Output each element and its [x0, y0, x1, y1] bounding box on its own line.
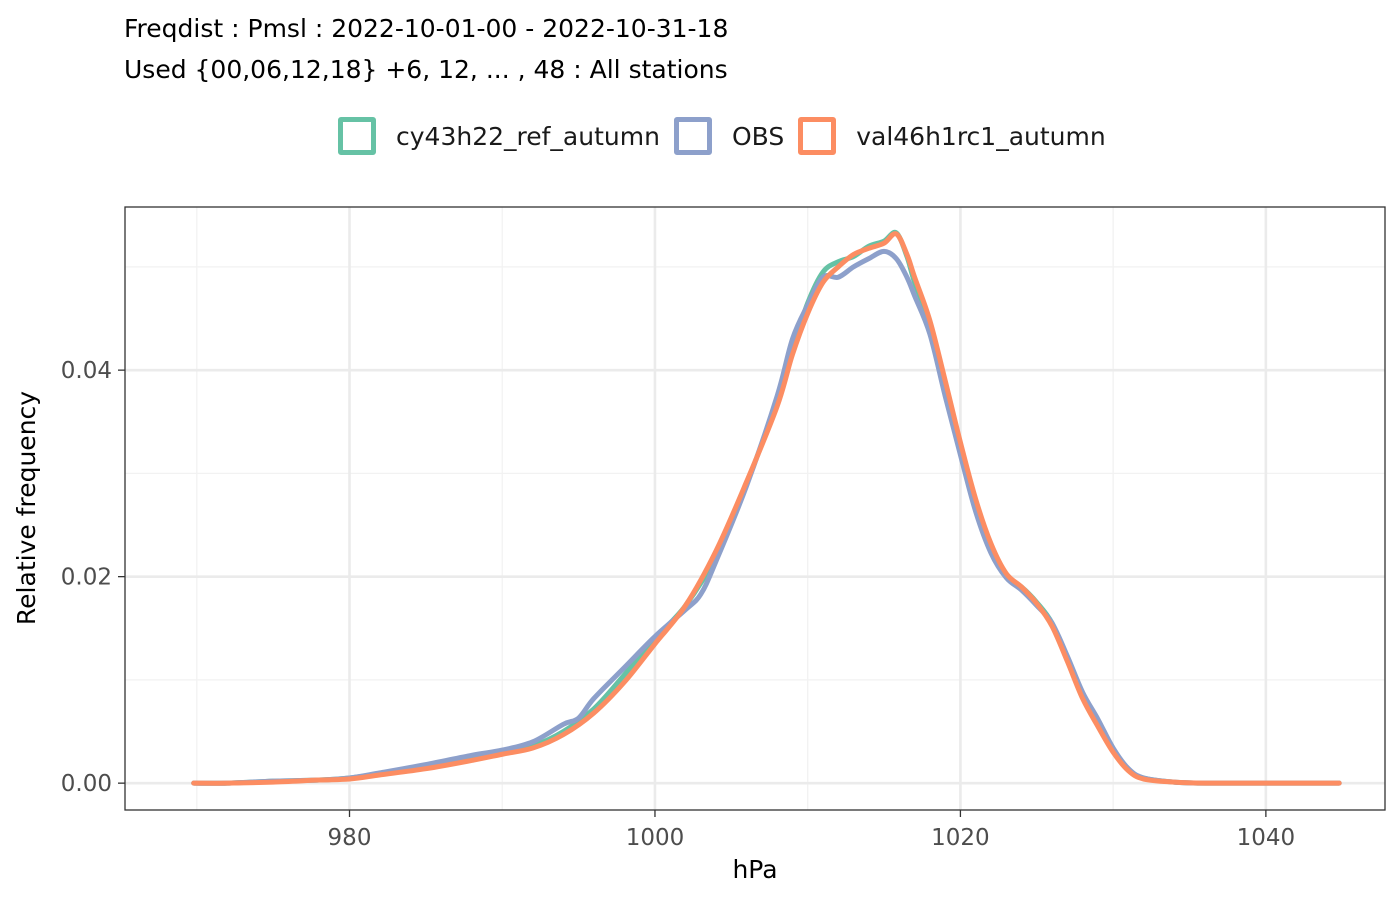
axis-layer: 980 1000 1020 1040 0.00 0.02 0.04 — [61, 358, 1295, 851]
x-tick-label: 1000 — [626, 825, 685, 851]
chart-title-block: Freqdist : Pmsl : 2022-10-01-00 - 2022-1… — [124, 8, 728, 90]
legend-item-1: OBS — [673, 117, 785, 155]
y-tick-label: 0.00 — [61, 771, 112, 797]
y-axis-title: Relative frequency — [12, 391, 41, 625]
series-line-cy43h22_ref_autumn — [191, 229, 1342, 786]
y-tick-label: 0.02 — [61, 565, 112, 591]
chart-title: Freqdist : Pmsl : 2022-10-01-00 - 2022-1… — [124, 14, 729, 43]
series-line-val46h1rc1_autumn — [191, 231, 1342, 786]
chart-subtitle: Used {00,06,12,18} +6, 12, ... , 48 : Al… — [124, 55, 728, 84]
legend-label-0: cy43h22_ref_autumn — [396, 121, 660, 151]
legend-item-0: cy43h22_ref_autumn — [338, 117, 660, 155]
legend-label-2: val46h1rc1_autumn — [856, 121, 1106, 151]
legend-item-2: val46h1rc1_autumn — [798, 117, 1106, 155]
legend-key-2 — [798, 117, 837, 155]
legend: cy43h22_ref_autumn OBS val46h1rc1_autumn — [338, 112, 1120, 160]
series-line-OBS — [191, 248, 1342, 786]
x-tick-label: 1020 — [931, 825, 990, 851]
x-tick-label: 980 — [328, 825, 372, 851]
grid-layer — [125, 207, 1385, 810]
panel-border — [124, 206, 1386, 811]
series-layer — [191, 229, 1342, 786]
legend-key-1 — [673, 117, 712, 155]
legend-key-0 — [338, 117, 376, 155]
legend-label-1: OBS — [731, 121, 785, 151]
x-tick-label: 1040 — [1237, 825, 1296, 851]
y-tick-label: 0.04 — [61, 358, 112, 384]
x-axis-title: hPa — [732, 855, 777, 884]
